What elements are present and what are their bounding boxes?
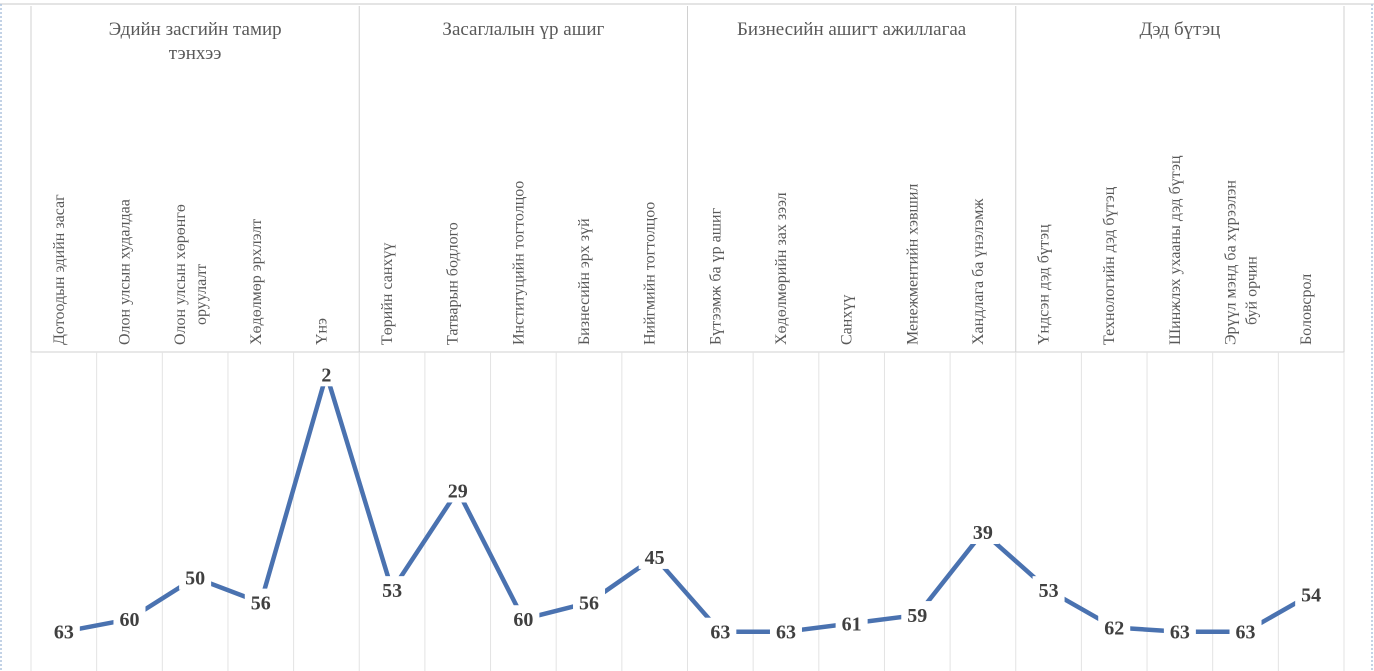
category-label-line: оруулалт [193,264,210,325]
category-label-line: Олон улсын худалдаа [116,199,133,345]
data-label: 29 [448,480,468,502]
category-label: Санхүү [839,295,856,345]
category-label-line: Институцийн тогтолцоо [510,181,527,345]
category-axis-labels: Дотоодын эдийн засаг Олон улсын худалдаа О… [51,155,1315,345]
data-label: 56 [579,593,599,615]
group-label-line: Засаглалын үр ашиг [442,19,604,40]
category-label: Хандлага ба үнэлэмж [970,198,987,345]
data-label: 59 [907,605,927,627]
data-label: 45 [645,547,665,569]
group-label-line: Бизнесийн ашигт ажиллагаа [737,19,967,40]
data-label-bg [376,576,409,603]
category-label: Институцийн тогтолцоо [510,181,527,345]
data-label: 63 [1170,622,1190,644]
group-label: Дэд бүтэц [1139,19,1220,40]
data-label-bg [638,542,671,569]
category-label: Боловсрол [1298,274,1315,345]
group-label: Бизнесийн ашигт ажиллагаа [737,19,967,40]
data-label-bg [966,518,999,544]
data-label-bg [507,605,540,632]
category-label-line: Төрийн санхүү [379,243,396,345]
category-label-line: Менежментийн хэвшил [904,184,921,345]
category-label: Бизнесийн эрх зүй [576,218,593,345]
category-label: Хөдөлмөр эрхлэлт [248,219,265,345]
category-label-line: Эрүүл мэнд ба хүрээлэн [1223,180,1240,345]
data-label-bg [835,609,868,636]
data-label: 63 [54,622,74,644]
category-label-line: Шинжлэх ухааны дэд бүтэц [1167,155,1184,345]
data-label-bg [1229,617,1262,644]
category-label-line: Татварын бодлого [445,222,462,345]
category-label: Менежментийн хэвшил [904,184,921,345]
data-label: 61 [842,613,862,635]
data-label-bg [244,588,277,615]
vertical-gridlines [30,352,1345,671]
category-label-line: Олон улсын хөрөнгө [172,204,189,345]
category-label: Эрүүл мэнд ба хүрээлэн буй орчин [1223,180,1261,345]
data-label: 63 [776,622,796,644]
data-label-bg [1098,613,1131,640]
group-label: Засаглалын үр ашиг [442,19,604,40]
data-label: 50 [185,568,205,590]
data-label-bg [1032,576,1065,603]
data-label-bg [573,588,606,615]
data-label: 63 [710,622,730,644]
category-label-line: Хандлага ба үнэлэмж [970,198,987,345]
category-label: Технологийн дэд бүтэц [1101,186,1118,345]
category-label: Хөдөлмөрийн зах зээл [773,192,790,345]
data-label-bg [1295,580,1328,607]
data-label-bg [179,563,212,590]
category-label-line: Хөдөлмөр эрхлэлт [248,219,265,345]
data-label: 53 [1039,580,1059,602]
category-label: Үндсэн дэд бүтэц [1036,224,1053,345]
category-label-line: Хөдөлмөрийн зах зээл [773,192,790,345]
category-label-line: Үнэ [313,318,330,345]
category-label: Үнэ [313,318,330,345]
category-label-line: Нийгмийн тогтолцоо [642,202,659,345]
data-label-bg [316,360,337,387]
category-label-line: Дотоодын эдийн засаг [51,194,68,345]
data-label-bg [1163,617,1196,644]
category-label: Татварын бодлого [445,222,462,345]
group-label: Эдийн засгийн тамир тэнхээ [109,19,282,64]
data-label: 56 [251,593,271,615]
data-label: 60 [513,609,533,631]
category-label: Дотоодын эдийн засаг [51,194,68,345]
group-label-line: Эдийн засгийн тамир [109,19,282,40]
group-label-line: тэнхээ [169,43,222,64]
category-label-line: Бизнесийн эрх зүй [576,218,593,345]
category-group-labels: Эдийн засгийн тамир тэнхээ Засаглалын үр а… [109,6,1220,352]
category-label-line: Үндсэн дэд бүтэц [1036,224,1053,345]
category-label: Бүтээмж ба үр ашиг [707,207,724,345]
data-label: 62 [1104,618,1124,640]
data-label: 54 [1301,584,1321,606]
data-label-bg [441,476,474,503]
category-label: Олон улсын хөрөнгө оруулалт [172,204,210,345]
category-label-line: Технологийн дэд бүтэц [1101,186,1118,345]
data-label-bg [769,617,802,644]
category-label-line: Санхүү [839,295,856,345]
data-label-bg [47,617,80,644]
data-label: 2 [321,364,331,386]
data-label-group: 63 60 50 56 2 53 29 60 56 45 63 63 61 59 39 53 62 63 63 54 [47,360,1328,644]
data-label: 63 [1236,622,1256,644]
data-label: 53 [382,580,402,602]
group-label-line: Дэд бүтэц [1139,19,1220,40]
data-label: 60 [119,609,139,631]
category-label: Нийгмийн тогтолцоо [642,202,659,345]
data-label-bg [901,601,934,628]
category-label-line: Бүтээмж ба үр ашиг [707,207,724,345]
data-label-bg [704,617,737,644]
category-label-line: буй орчин [1244,256,1261,325]
category-label-line: Боловсрол [1298,274,1315,345]
category-label: Олон улсын худалдаа [116,199,133,345]
category-label: Төрийн санхүү [379,243,396,345]
data-label-bg [113,605,146,632]
category-label: Шинжлэх ухааны дэд бүтэц [1167,155,1184,345]
data-label: 39 [973,522,993,544]
